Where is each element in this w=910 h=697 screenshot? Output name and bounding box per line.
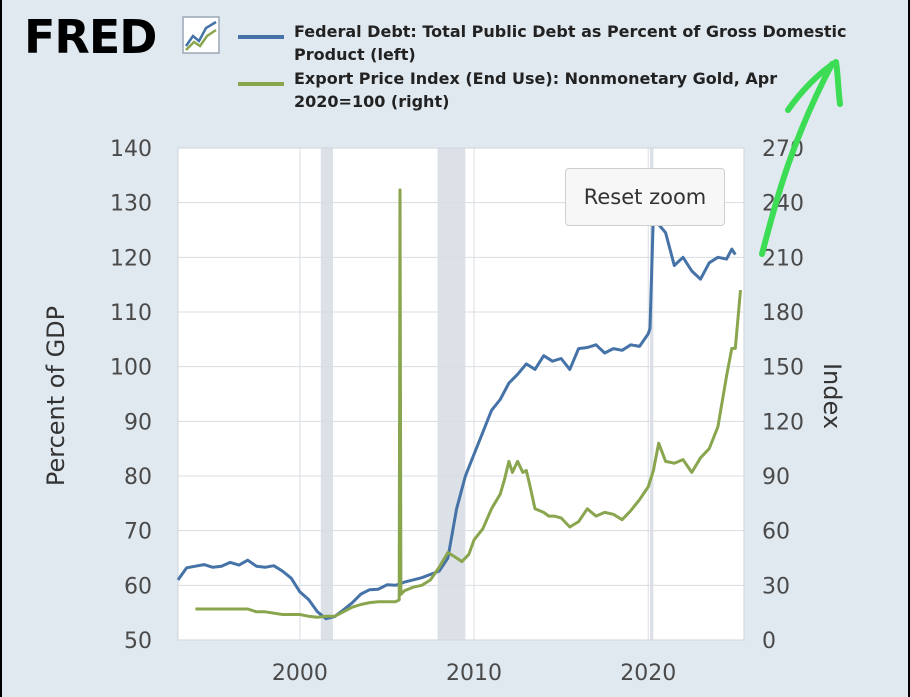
y-left-tick-label: 50 <box>124 629 152 654</box>
y-left-tick-label: 80 <box>124 465 152 490</box>
fred-chart-icon <box>182 16 220 54</box>
y-left-tick-label: 70 <box>124 520 152 545</box>
y-left-tick-label: 140 <box>110 137 152 162</box>
y-left-tick-label: 130 <box>110 192 152 217</box>
y-left-tick-label: 100 <box>110 356 152 381</box>
series-line-1[interactable] <box>195 188 742 619</box>
legend-label-federal-debt: Federal Debt: Total Public Debt as Perce… <box>294 22 847 64</box>
y-right-tick-label: 120 <box>762 410 804 435</box>
y-left-axis-title: Percent of GDP <box>42 306 70 486</box>
recession-band-0 <box>320 148 333 640</box>
x-tick-label: 2000 <box>272 661 328 686</box>
y-left-tick-label: 110 <box>110 301 152 326</box>
legend-label-gold-index: Export Price Index (End Use): Nonmonetar… <box>294 69 778 111</box>
x-tick-label: 2020 <box>620 661 676 686</box>
y-right-tick-label: 180 <box>762 301 804 326</box>
y-right-tick-label: 240 <box>762 192 804 217</box>
y-right-tick-label: 150 <box>762 356 804 381</box>
reset-zoom-button[interactable]: Reset zoom <box>565 168 725 226</box>
y-left-tick-label: 120 <box>110 246 152 271</box>
y-left-tick-label: 90 <box>124 410 152 435</box>
legend-swatch-federal-debt <box>238 35 284 39</box>
legend-swatch-gold-index <box>238 82 284 86</box>
y-right-tick-label: 90 <box>762 465 790 490</box>
y-right-tick-label: 30 <box>762 574 790 599</box>
y-right-axis-title: Index <box>818 363 846 429</box>
hand-drawn-arrow-shaft <box>759 61 835 257</box>
x-tick-label: 2010 <box>446 661 502 686</box>
y-right-tick-label: 210 <box>762 246 804 271</box>
fred-logo: FRED <box>24 10 157 64</box>
y-left-tick-label: 60 <box>124 574 152 599</box>
recession-band-1 <box>437 148 466 640</box>
plot-border <box>177 147 745 641</box>
y-right-tick-label: 0 <box>762 629 776 654</box>
y-right-tick-label: 60 <box>762 520 790 545</box>
recession-band-2 <box>649 148 654 640</box>
hand-drawn-arrow-head <box>785 59 843 113</box>
series-line-0[interactable] <box>176 212 737 621</box>
